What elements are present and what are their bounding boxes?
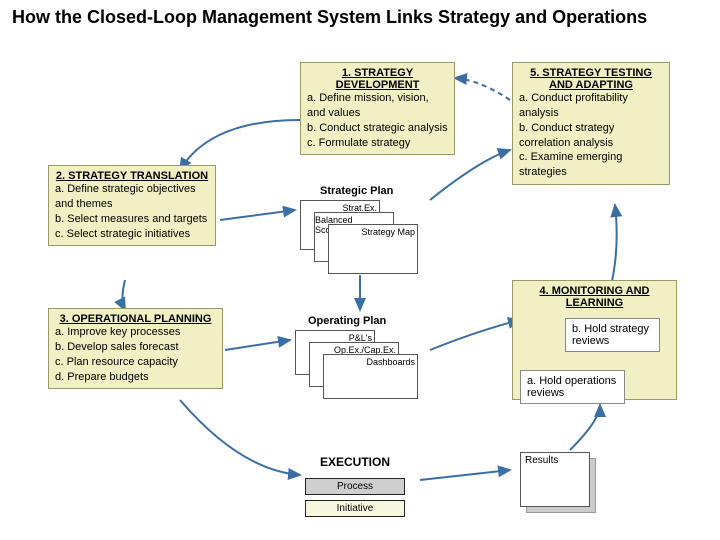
box3-items: a. Improve key processes b. Develop sale… bbox=[55, 325, 216, 384]
box3-item-c: c. Plan resource capacity bbox=[55, 355, 216, 370]
box2-item-a: a. Define strategic objectives and theme… bbox=[55, 182, 209, 212]
box3-title: 3. OPERATIONAL PLANNING bbox=[55, 313, 216, 325]
box-operational-planning: 3. OPERATIONAL PLANNING a. Improve key p… bbox=[48, 308, 223, 389]
box1-item-b: b. Conduct strategic analysis bbox=[307, 121, 448, 136]
execution-label: EXECUTION bbox=[320, 455, 390, 469]
box-strategy-development: 1. STRATEGY DEVELOPMENT a. Define missio… bbox=[300, 62, 455, 155]
box2-item-c: c. Select strategic initiatives bbox=[55, 227, 209, 242]
box-strategy-testing: 5. STRATEGY TESTING AND ADAPTING a. Cond… bbox=[512, 62, 670, 185]
strategic-plan-sheet-3: Strategy Map bbox=[328, 224, 418, 274]
operating-plan-sheet-3: Dashboards bbox=[323, 354, 418, 399]
results-doc: Results bbox=[520, 452, 590, 507]
results-label: Results bbox=[525, 455, 558, 466]
box3-item-d: d. Prepare budgets bbox=[55, 370, 216, 385]
operating-plan-stack: P&L's Op.Ex./Cap.Ex. Dashboards bbox=[295, 330, 435, 405]
strategic-plan-stack: Strat.Ex. Balanced Scorecard Strategy Ma… bbox=[300, 200, 435, 275]
box2-items: a. Define strategic objectives and theme… bbox=[55, 182, 209, 241]
box4-item-b: b. Hold strategy reviews bbox=[572, 323, 653, 347]
operating-plan-label: Operating Plan bbox=[308, 315, 386, 327]
box4-item-a-box: a. Hold operations reviews bbox=[520, 370, 625, 404]
box3-item-b: b. Develop sales forecast bbox=[55, 340, 216, 355]
box1-items: a. Define mission, vision, and values b.… bbox=[307, 91, 448, 150]
box5-items: a. Conduct profitability analysis b. Con… bbox=[519, 91, 663, 180]
box5-item-b: b. Conduct strategy correlation analysis bbox=[519, 121, 663, 151]
box2-item-b: b. Select measures and targets bbox=[55, 212, 209, 227]
page-title: How the Closed-Loop Management System Li… bbox=[12, 6, 702, 29]
box1-title: 1. STRATEGY DEVELOPMENT bbox=[307, 67, 448, 91]
box3-item-a: a. Improve key processes bbox=[55, 325, 216, 340]
box5-item-a: a. Conduct profitability analysis bbox=[519, 91, 663, 121]
box2-title: 2. STRATEGY TRANSLATION bbox=[55, 170, 209, 182]
box5-item-c: c. Examine emerging strategies bbox=[519, 150, 663, 180]
box1-item-a: a. Define mission, vision, and values bbox=[307, 91, 448, 121]
box-strategy-translation: 2. STRATEGY TRANSLATION a. Define strate… bbox=[48, 165, 216, 246]
box5-title: 5. STRATEGY TESTING AND ADAPTING bbox=[519, 67, 663, 91]
box4-item-a: a. Hold operations reviews bbox=[527, 375, 618, 399]
execution-initiative: Initiative bbox=[305, 500, 405, 517]
execution-process: Process bbox=[305, 478, 405, 495]
box1-item-c: c. Formulate strategy bbox=[307, 136, 448, 151]
box4-item-b-box: b. Hold strategy reviews bbox=[565, 318, 660, 352]
strategic-plan-label: Strategic Plan bbox=[320, 185, 393, 197]
box4-title: 4. MONITORING AND LEARNING bbox=[519, 285, 670, 309]
